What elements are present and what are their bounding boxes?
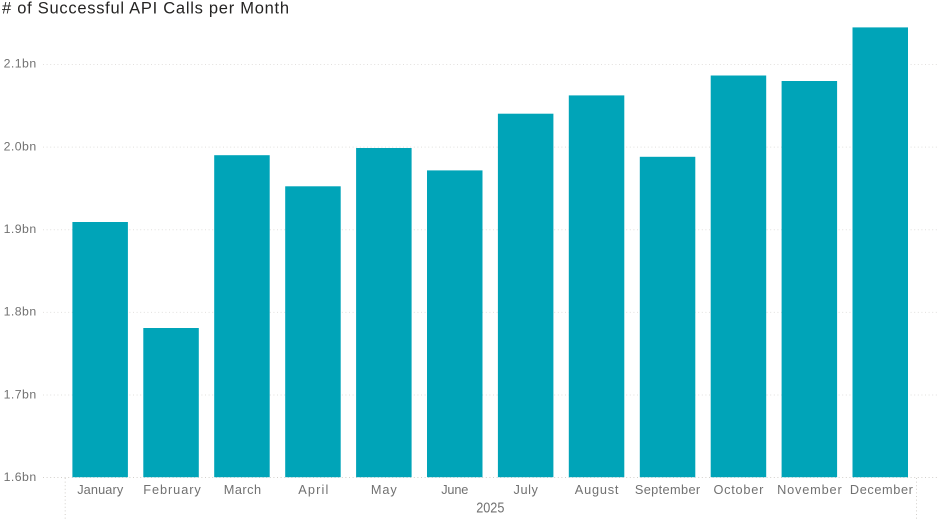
svg-text:1.7bn: 1.7bn — [4, 387, 37, 401]
svg-text:1.6bn: 1.6bn — [4, 470, 37, 484]
svg-text:2.1bn: 2.1bn — [4, 57, 37, 71]
svg-text:November: November — [777, 482, 842, 497]
svg-text:May: May — [371, 482, 397, 497]
svg-text:March: March — [224, 482, 261, 497]
svg-text:February: February — [143, 482, 201, 497]
svg-text:October: October — [713, 482, 764, 497]
svg-text:December: December — [850, 482, 914, 497]
svg-text:August: August — [575, 482, 619, 497]
svg-text:January: January — [77, 482, 124, 497]
svg-text:July: July — [514, 482, 539, 497]
svg-text:1.9bn: 1.9bn — [4, 222, 37, 236]
svg-text:April: April — [298, 482, 328, 497]
svg-text:# of Successful API Calls per: # of Successful API Calls per Month — [2, 0, 289, 17]
svg-text:September: September — [635, 482, 701, 497]
svg-text:2025: 2025 — [476, 501, 504, 517]
svg-text:June: June — [441, 482, 468, 497]
svg-text:1.8bn: 1.8bn — [4, 305, 37, 319]
svg-text:2.0bn: 2.0bn — [4, 139, 37, 153]
